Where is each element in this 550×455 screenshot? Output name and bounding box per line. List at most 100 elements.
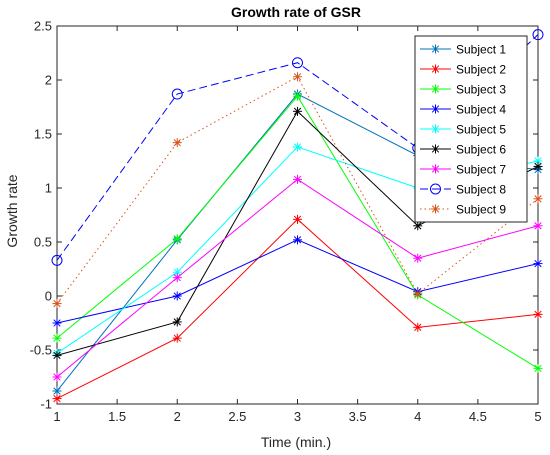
data-point-s7-3: [293, 174, 302, 184]
data-point-s4-2-d2: [173, 292, 181, 300]
y-tick-label: 1.5: [34, 127, 52, 142]
data-point-s7-5-d2: [534, 222, 542, 230]
legend-label-2: Subject 2: [456, 63, 506, 77]
legend-label-9: Subject 9: [456, 203, 506, 217]
data-point-s3-5: [533, 363, 543, 373]
legend-label-5: Subject 5: [456, 123, 506, 137]
data-point-s7-5: [533, 221, 543, 231]
data-point-s6-3-d2: [293, 107, 302, 115]
data-point-s7-4-d2: [414, 254, 422, 262]
legend-marker-9: [431, 204, 440, 214]
legend-marker-7-d2: [431, 165, 440, 173]
x-tick-label: 2: [174, 409, 181, 424]
legend: Subject 1 Subject 2 Subject 3 Subject 4 Subj…: [414, 35, 528, 223]
x-axis-label: Time (min.): [261, 434, 331, 450]
legend-marker-1: [431, 44, 440, 54]
y-axis-label: Growth rate: [4, 174, 20, 247]
data-point-s3-1: [52, 333, 62, 343]
legend-label-4: Subject 4: [456, 103, 506, 117]
data-point-s1-1-d2: [53, 387, 61, 395]
data-point-s3-2-d2: [173, 235, 181, 243]
data-point-s3-3: [293, 91, 302, 101]
data-point-s7-4: [413, 253, 423, 263]
data-point-s2-2: [172, 333, 182, 343]
data-point-s4-1: [52, 318, 62, 328]
data-point-s9-5-d2: [534, 195, 542, 203]
data-point-s3-2: [172, 234, 182, 244]
data-point-s5-3-d2: [293, 143, 302, 151]
y-tick-label: 2: [45, 73, 52, 88]
data-point-s6-2: [172, 317, 182, 327]
x-tick-label: 1: [53, 409, 60, 424]
data-point-s5-2: [172, 267, 182, 277]
chart-title: Growth rate of GSR: [231, 4, 361, 20]
data-point-s9-1-d2: [53, 299, 61, 308]
data-point-s2-3-d2: [293, 215, 302, 223]
legend-label-3: Subject 3: [456, 83, 506, 97]
data-point-s9-2: [172, 138, 182, 148]
data-point-s4-1-d2: [53, 319, 61, 327]
y-tick-label: 0.5: [34, 235, 52, 250]
legend-label-7: Subject 7: [456, 163, 506, 177]
y-tick-label: 1: [45, 181, 52, 196]
data-point-s6-2-d2: [173, 318, 181, 326]
data-point-s2-5-d2: [534, 310, 542, 319]
legend-marker-7: [431, 164, 440, 174]
data-point-s7-2-d2: [173, 273, 181, 282]
data-point-s4-3-d2: [293, 236, 302, 244]
data-point-s5-5: [533, 156, 543, 166]
data-point-s6-4-d2: [414, 222, 422, 230]
legend-marker-9-d2: [431, 205, 440, 213]
data-point-s7-1: [52, 372, 62, 382]
data-point-s5-3: [293, 142, 302, 152]
legend-marker-8: [430, 183, 441, 195]
data-point-s3-3-d2: [293, 92, 302, 100]
legend-marker-1-d2: [431, 45, 440, 53]
data-point-s8-2: [171, 88, 183, 100]
legend-label-6: Subject 6: [456, 143, 506, 157]
data-point-s4-5: [533, 259, 543, 269]
x-tick-label: 4: [414, 409, 421, 424]
data-point-s6-1: [52, 350, 62, 360]
x-tick-label: 3: [294, 409, 301, 424]
data-point-s2-4: [413, 322, 423, 332]
x-tick-label: 3.5: [349, 409, 367, 424]
legend-marker-4-d2: [431, 105, 440, 113]
data-point-s9-1: [52, 299, 62, 309]
legend-marker-5: [431, 124, 440, 134]
data-point-s4-3: [293, 235, 302, 245]
legend-marker-2: [431, 64, 440, 74]
data-point-s2-5: [533, 309, 543, 319]
data-point-s9-4-d2: [414, 290, 422, 298]
data-point-s2-1-d2: [53, 394, 61, 403]
data-point-s4-2: [172, 291, 182, 301]
data-point-s7-3-d2: [293, 175, 302, 184]
x-tick-label: 2.5: [228, 409, 246, 424]
data-point-s8-3: [292, 57, 303, 69]
legend-marker-3: [431, 84, 440, 94]
x-tick-label: 4.5: [469, 409, 487, 424]
y-tick-label: 2.5: [34, 19, 52, 34]
data-point-s8-1: [51, 254, 63, 266]
data-point-s7-2: [172, 273, 182, 283]
data-point-s3-1-d2: [53, 334, 61, 342]
data-point-s6-5-d2: [534, 162, 542, 171]
y-tick-label: -0.5: [30, 343, 52, 358]
data-point-s8-5: [532, 29, 544, 41]
data-point-s9-3-d2: [293, 73, 302, 81]
data-point-s2-3: [293, 214, 302, 224]
x-tick-label: 5: [534, 409, 541, 424]
data-point-s4-5-d2: [534, 259, 542, 268]
data-point-s3-5-d2: [534, 364, 542, 373]
y-tick-label: -1: [40, 397, 52, 412]
data-point-s9-4: [413, 289, 423, 299]
data-point-s6-4: [413, 221, 423, 231]
legend-marker-6-d2: [431, 145, 440, 153]
data-point-s9-5: [533, 194, 543, 204]
data-point-s5-2-d2: [173, 268, 181, 276]
data-point-s2-1: [52, 394, 62, 404]
data-point-s6-5: [533, 161, 543, 171]
data-point-s6-3: [293, 106, 302, 116]
marker-layer: [51, 29, 544, 404]
